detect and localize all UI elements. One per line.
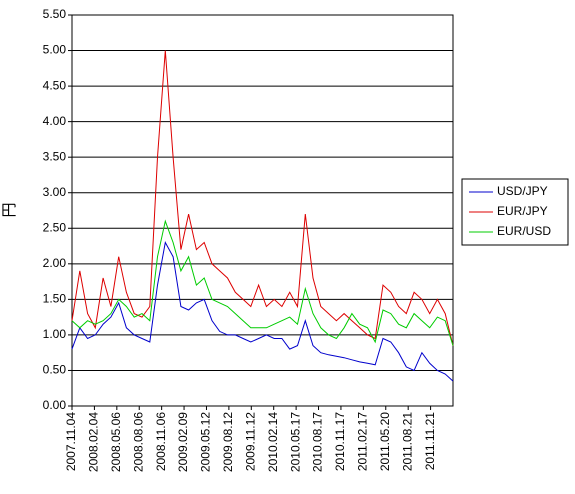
y-tick-label: 2.00 — [43, 256, 67, 270]
legend-label: EUR/USD — [497, 224, 551, 238]
x-tick-label: 2011.08.21 — [400, 412, 414, 471]
series-lines — [71, 50, 454, 382]
x-tick-label: 2008.05.06 — [109, 412, 123, 472]
y-tick-label: 5.00 — [43, 43, 67, 57]
y-tick-label: 3.50 — [43, 149, 67, 163]
x-tick-label: 2010.05.17 — [288, 412, 302, 472]
y-tick-label: 2.50 — [43, 220, 67, 234]
x-tick-label: 2009.05.12 — [199, 412, 213, 472]
x-tick-label: 2007.11.04 — [64, 412, 78, 471]
y-tick-label: 4.50 — [43, 78, 67, 92]
series-line-eur-usd — [71, 219, 454, 346]
x-tick-label: 2011.05.20 — [378, 412, 392, 471]
x-tick-label: 2011.02.17 — [356, 412, 370, 471]
legend: USD/JPY EUR/JPY EUR/USD — [461, 178, 569, 246]
legend-box — [461, 178, 569, 246]
x-tick-label: 2009.02.09 — [176, 412, 190, 472]
x-tick-label: 2009.11.12 — [243, 412, 257, 471]
y-tick-label: 0.00 — [43, 398, 67, 412]
y-tick-label: 3.00 — [43, 185, 67, 199]
x-tick-label: 2008.08.06 — [131, 412, 145, 472]
x-axis-ticks: 2007.11.04 2008.02.04 2008.05.06 2008.08.06… — [64, 406, 437, 472]
x-tick-label: 2010.08.17 — [311, 412, 325, 472]
x-tick-label: 2009.08.12 — [221, 412, 235, 472]
x-tick-label: 2010.11.17 — [333, 412, 347, 471]
legend-items: USD/JPY EUR/JPY EUR/USD — [469, 184, 551, 238]
series-line-eur-jpy — [71, 50, 454, 346]
x-tick-label: 2010.02.14 — [266, 412, 280, 472]
series-line-usd-jpy — [71, 241, 454, 382]
legend-label: USD/JPY — [497, 184, 548, 198]
x-tick-label: 2011.11.21 — [423, 412, 437, 471]
legend-label: EUR/JPY — [497, 204, 548, 218]
y-tick-label: 4.00 — [43, 114, 67, 128]
x-tick-label: 2008.02.04 — [87, 412, 101, 472]
y-tick-label: 5.50 — [43, 7, 67, 21]
x-tick-label: 2008.11.06 — [154, 412, 168, 471]
y-tick-label: 1.50 — [43, 292, 67, 306]
grid-lines — [72, 50, 453, 371]
plot-area — [71, 14, 454, 407]
y-axis-ticks: 0.00 0.50 1.00 1.50 2.00 2.50 3.00 3.50 4.00 4.50… — [43, 7, 72, 412]
y-axis-label: 円 — [1, 202, 18, 217]
y-tick-label: 0.50 — [43, 363, 67, 377]
y-tick-label: 1.00 — [43, 327, 67, 341]
